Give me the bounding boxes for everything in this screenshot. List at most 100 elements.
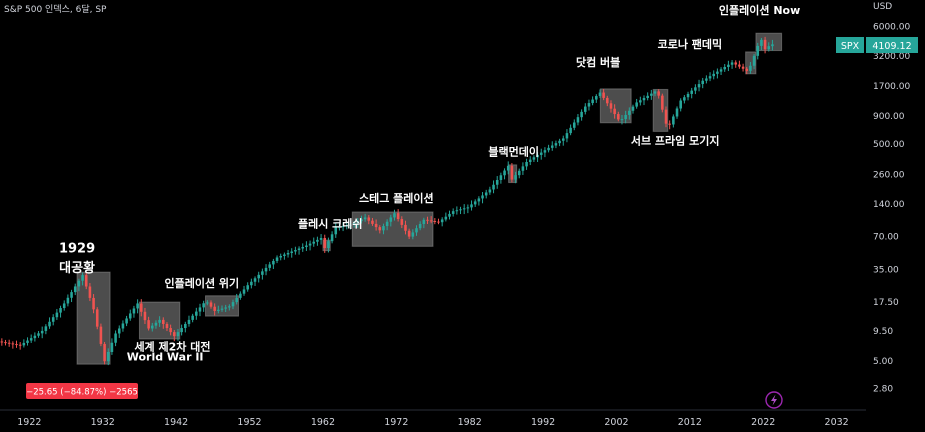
candle: [554, 143, 558, 146]
event-zone: [652, 88, 669, 132]
candle: [106, 351, 110, 362]
time-axis[interactable]: 1922 1932 1942 1952 1962 1972 1982 1992 2002 2012…: [0, 409, 866, 428]
candle: [650, 93, 653, 96]
candle: [679, 100, 682, 109]
candle: [672, 116, 675, 125]
candle: [305, 245, 308, 247]
candle: [738, 64, 741, 67]
candle: [136, 303, 139, 309]
candle: [455, 210, 459, 212]
candle: [492, 184, 495, 190]
candle: [121, 323, 125, 329]
candle: [745, 68, 749, 71]
candle: [624, 114, 627, 120]
candle: [184, 323, 187, 329]
candle: [297, 248, 301, 250]
candle: [162, 319, 165, 324]
candle: [268, 264, 271, 268]
candle: [371, 220, 374, 224]
annotation-label: 닷컴 버블: [576, 55, 620, 69]
candle: [653, 91, 657, 94]
candle: [407, 230, 411, 237]
candle: [341, 226, 345, 228]
candle: [705, 78, 708, 81]
candle: [290, 251, 294, 253]
candle: [576, 117, 580, 123]
candle: [734, 62, 738, 65]
candle: [422, 219, 426, 224]
candle: [73, 286, 77, 293]
annotation-label: 코로나 팬데믹: [658, 37, 723, 51]
candle: [433, 220, 437, 222]
candle: [528, 159, 532, 162]
candle: [393, 213, 396, 218]
candle: [301, 246, 305, 249]
candle: [756, 45, 760, 56]
symbol-label: SPX: [841, 41, 860, 52]
candle: [532, 157, 536, 160]
annotation-label: 인플레이션 Now: [719, 3, 800, 17]
candle: [569, 127, 572, 134]
candle: [55, 312, 59, 318]
candle: [239, 293, 242, 298]
x-tick-label: 1962: [311, 417, 335, 428]
candle: [213, 306, 216, 311]
x-tick-label: 1932: [91, 417, 115, 428]
candle: [7, 342, 11, 344]
candle: [547, 147, 550, 151]
candle: [749, 65, 752, 71]
candle: [253, 278, 257, 282]
candle: [242, 289, 246, 294]
candle: [103, 343, 106, 362]
x-tick-label: 1922: [17, 417, 41, 428]
candle: [694, 87, 697, 91]
y-tick-label: 6000.00: [873, 22, 910, 32]
candle: [716, 71, 719, 74]
candle: [620, 119, 624, 121]
candle: [114, 333, 117, 343]
candle: [81, 275, 84, 281]
candle: [396, 213, 400, 220]
drawdown-tag: [26, 383, 138, 399]
candle: [173, 332, 176, 337]
candle: [169, 328, 172, 333]
candle: [517, 170, 521, 176]
candle: [675, 108, 679, 117]
candle: [44, 326, 48, 331]
candle: [77, 280, 81, 287]
candle: [514, 175, 517, 180]
price-axis[interactable]: 6000.00 3200.00 1700.00 900.00 500.00 260.00 1…: [873, 22, 910, 394]
lightning-icon[interactable]: [765, 391, 783, 409]
candle: [26, 340, 29, 343]
candle: [352, 222, 356, 225]
candles: [0, 36, 774, 366]
y-tick-label: 9.50: [873, 327, 893, 337]
candle: [275, 257, 279, 261]
candle: [719, 69, 723, 72]
candle: [51, 317, 55, 322]
candle: [220, 308, 224, 310]
candle: [580, 111, 583, 118]
candle: [536, 154, 539, 158]
candle: [363, 217, 367, 220]
candle: [525, 161, 528, 167]
candle: [558, 140, 561, 144]
candle: [613, 108, 616, 115]
candle: [598, 92, 602, 97]
candle: [33, 335, 37, 339]
candle: [37, 333, 40, 336]
candle: [741, 66, 745, 69]
candle: [708, 76, 712, 79]
last-price-label: 4109.12: [872, 41, 911, 52]
y-tick-label: 260.00: [873, 171, 905, 181]
candle: [503, 170, 506, 176]
candle: [70, 292, 73, 298]
candle: [62, 303, 66, 309]
candle: [224, 307, 227, 309]
candle: [378, 227, 382, 231]
candle: [279, 255, 283, 258]
candle: [499, 175, 503, 181]
